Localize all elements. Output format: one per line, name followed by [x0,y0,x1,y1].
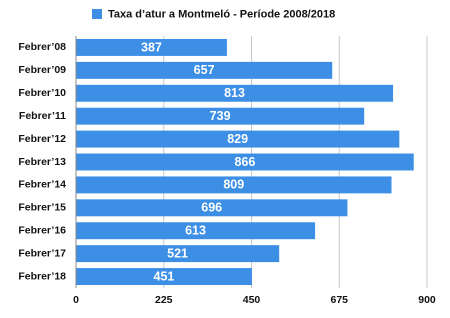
x-tick-label: 0 [73,294,79,306]
y-tick-label: Febrer’15 [18,202,66,214]
y-tick-label: Febrer’17 [18,247,66,259]
x-tick-label: 675 [330,294,348,306]
value-label: 866 [234,155,255,169]
bar [76,61,333,79]
value-label: 809 [223,178,244,192]
bar [76,38,227,56]
y-tick-label: Febrer’18 [18,270,66,282]
legend-swatch [92,9,102,19]
bar [76,268,252,286]
value-label: 387 [141,40,162,54]
bar [76,153,414,171]
bar [76,199,348,217]
y-tick-label: Febrer’08 [18,41,66,53]
value-label: 451 [154,269,175,283]
bar [76,245,280,263]
bar [76,222,316,240]
value-label: 657 [194,63,215,77]
x-tick-label: 900 [418,294,436,306]
value-label: 739 [210,109,231,123]
bar [76,84,394,102]
y-tick-label: Febrer’09 [18,64,66,76]
y-tick-label: Febrer’13 [18,156,66,168]
x-tick-label: 225 [155,294,173,306]
value-label: 696 [201,201,222,215]
value-label: 521 [167,246,188,260]
bar [76,107,365,125]
x-tick-label: 450 [243,294,261,306]
y-tick-label: Febrer’10 [18,87,66,99]
y-tick-label: Febrer’16 [18,225,66,237]
bar [76,130,400,148]
y-tick-label: Febrer’12 [18,133,66,145]
value-label: 613 [185,224,206,238]
bar [76,176,392,194]
y-tick-label: Febrer’14 [18,179,66,191]
value-label: 829 [227,132,248,146]
legend-label: Taxa d’atur a Montmeló - Període 2008/20… [108,8,335,20]
value-label: 813 [224,86,245,100]
y-tick-label: Febrer’11 [19,110,66,122]
